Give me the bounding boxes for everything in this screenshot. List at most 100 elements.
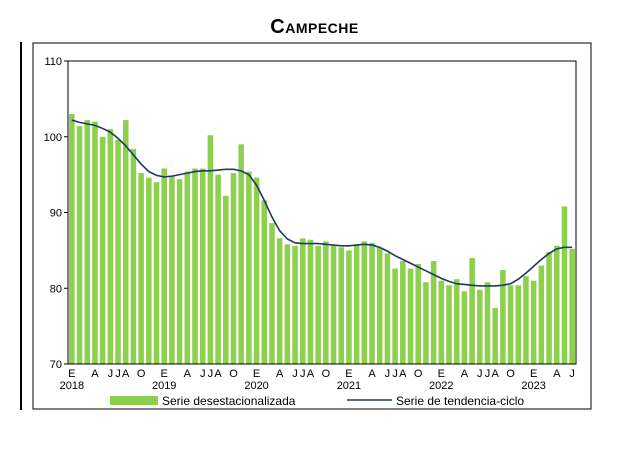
bar — [307, 239, 314, 364]
bar — [330, 245, 337, 364]
bar — [369, 242, 375, 364]
bar — [530, 280, 537, 364]
bar — [153, 182, 160, 364]
bar — [461, 291, 468, 364]
y-tick-label: 90 — [50, 208, 62, 220]
y-tick-label: 80 — [50, 283, 62, 295]
x-month-label: A — [553, 368, 561, 380]
bar — [323, 241, 329, 364]
bar — [199, 168, 206, 364]
x-month-label: O — [229, 368, 238, 380]
bar — [561, 206, 568, 364]
x-year-label: 2022 — [429, 380, 453, 392]
bar — [76, 126, 83, 364]
bar — [346, 250, 352, 365]
bar — [484, 282, 491, 364]
bar — [253, 177, 260, 364]
bar — [361, 241, 368, 364]
bar — [192, 168, 198, 364]
bar — [223, 195, 229, 364]
y-tick-label: 100 — [44, 132, 62, 144]
x-month-label: E — [438, 368, 445, 380]
plot-frame — [67, 60, 577, 365]
x-month-label: O — [414, 368, 423, 380]
bar — [315, 245, 321, 364]
y-axis: 70 80 90 100 110 — [44, 56, 68, 371]
legend-bar-swatch — [110, 396, 158, 405]
bar — [284, 244, 291, 364]
bar — [546, 251, 552, 364]
bar — [353, 244, 360, 364]
bar — [169, 176, 175, 364]
bar — [469, 257, 475, 364]
x-year-label: 2020 — [244, 380, 268, 392]
bar — [215, 174, 221, 365]
bar — [292, 245, 298, 364]
bar — [507, 285, 514, 364]
chart-title: Campeche — [270, 16, 359, 38]
x-month-label: O — [506, 368, 515, 380]
bar — [446, 285, 452, 364]
x-month-label: J — [292, 368, 298, 380]
x-year-label: 2023 — [521, 380, 545, 392]
bar — [492, 307, 498, 364]
bar — [130, 148, 137, 364]
bar — [107, 129, 114, 364]
x-month-label: J — [208, 368, 214, 380]
x-month-label: J — [485, 368, 491, 380]
left-divider — [20, 42, 22, 410]
bar — [392, 268, 398, 364]
bar — [176, 179, 183, 364]
legend-line-label: Serie de tendencia-ciclo — [396, 394, 524, 408]
bar — [415, 264, 421, 364]
x-month-label: A — [461, 368, 469, 380]
bar — [523, 276, 529, 364]
x-month-label: A — [368, 368, 376, 380]
bar — [438, 280, 445, 364]
x-month-label: E — [68, 368, 75, 380]
x-month-label: E — [161, 368, 168, 380]
x-month-label: A — [307, 368, 315, 380]
x-month-label: J — [477, 368, 483, 380]
bar — [122, 120, 129, 364]
bar — [99, 136, 106, 364]
bar — [453, 279, 460, 364]
bar — [207, 135, 214, 364]
x-month-label: E — [345, 368, 352, 380]
x-month-label: E — [530, 368, 537, 380]
bar — [376, 247, 383, 364]
bar — [115, 139, 121, 364]
chart-outer-frame — [32, 42, 592, 410]
x-month-label: A — [184, 368, 192, 380]
bar — [407, 268, 414, 364]
bar — [553, 245, 560, 364]
bar — [92, 121, 98, 364]
x-month-label: E — [253, 368, 260, 380]
x-month-label: J — [200, 368, 206, 380]
legend-bar-label: Serie desestacionalizada — [162, 394, 296, 408]
trend-line — [71, 119, 573, 287]
x-month-label: A — [214, 368, 222, 380]
y-tick-label: 70 — [50, 359, 62, 371]
x-month-label: A — [399, 368, 407, 380]
x-month-label: J — [385, 368, 391, 380]
x-year-label: 2019 — [152, 380, 176, 392]
x-year-label: 2021 — [337, 380, 361, 392]
x-month-label: A — [492, 368, 500, 380]
bar — [538, 265, 545, 364]
bar — [338, 247, 345, 364]
x-month-label: J — [392, 368, 398, 380]
x-month-label: J — [569, 368, 575, 380]
bar — [423, 282, 429, 364]
bar — [238, 144, 244, 364]
bar — [515, 285, 522, 364]
bar — [261, 200, 268, 364]
x-month-label: A — [91, 368, 99, 380]
x-month-label: J — [108, 368, 114, 380]
bar — [69, 114, 75, 364]
bar — [230, 173, 237, 364]
bar — [384, 253, 391, 364]
bar-series — [69, 114, 575, 365]
